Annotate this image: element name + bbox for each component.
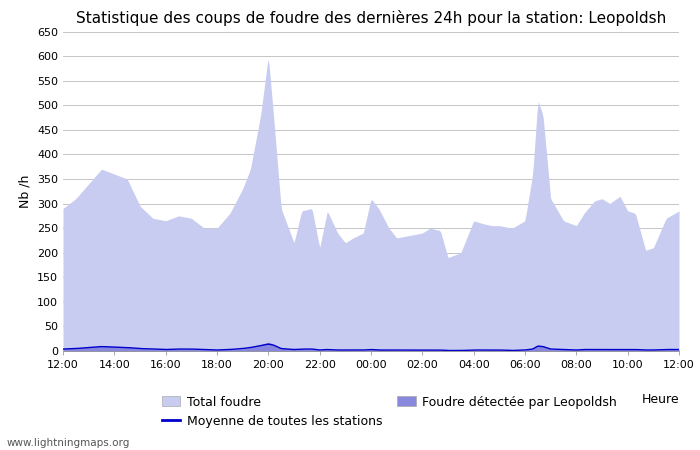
Title: Statistique des coups de foudre des dernières 24h pour la station: Leopoldsh: Statistique des coups de foudre des dern…: [76, 10, 666, 26]
Text: Heure: Heure: [641, 392, 679, 405]
Legend: Total foudre, Moyenne de toutes les stations, Foudre détectée par Leopoldsh: Total foudre, Moyenne de toutes les stat…: [162, 396, 617, 428]
Y-axis label: Nb /h: Nb /h: [18, 175, 32, 208]
Text: www.lightningmaps.org: www.lightningmaps.org: [7, 438, 130, 448]
